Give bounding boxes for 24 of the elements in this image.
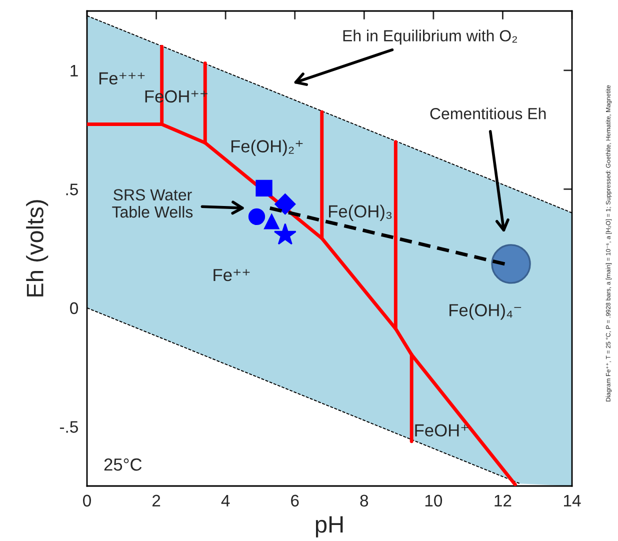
annotation: Fe⁺⁺⁺ [99,72,145,85]
x-tick-label: 12 [494,494,512,506]
x-tick-label: 0 [83,494,91,507]
annotation: 25°C [104,458,142,471]
y-tick-label: -.5 [60,421,78,433]
x-axis-title: pH [316,516,343,538]
y-axis-title: Eh (volts) [26,200,48,296]
x-tick-label: 14 [564,494,581,506]
annotation: Fe(OH)₄⁻ [450,304,522,320]
y-tick-label: 1 [70,64,78,76]
x-tick-label: 6 [291,494,299,507]
x-tick-label: 4 [221,494,230,506]
annotation: Fe(OH)₂⁺ [231,140,303,156]
y-tick-label: .5 [66,184,78,196]
y-tick-label: 0 [70,302,78,314]
annotation: Cementitious Eh [430,108,546,120]
annotation: Eh in Equilibrium with O₂ [343,30,517,45]
annotation: Fe(OH)₃ [329,204,392,221]
annotation: SRS Water Table Wells [112,189,193,218]
annotation: Fe⁺⁺ [214,269,250,282]
x-tick-label: 8 [360,494,368,507]
annotation: FeOH⁺ [415,424,468,437]
x-tick-label: 2 [152,494,160,506]
x-tick-label: 10 [425,494,442,507]
